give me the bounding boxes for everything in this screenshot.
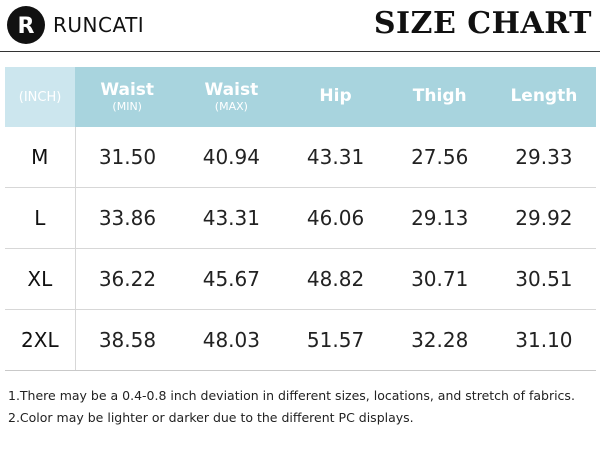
table-cell: 45.67 [179,248,284,310]
table-cell: 46.06 [283,187,388,249]
table-cell: 43.31 [179,187,284,249]
size-chart-table-wrapper: (INCH) Waist (MIN) Waist (MAX) Hip Thigh [5,67,596,371]
table-row: L 33.86 43.31 46.06 29.13 29.92 [5,187,596,249]
table-cell: 48.82 [283,248,388,310]
column-header-label: Thigh [412,86,467,106]
column-header: Thigh [387,67,492,127]
table-cell: 40.94 [179,127,284,188]
notes: 1.There may be a 0.4-0.8 inch deviation … [8,385,598,429]
column-header-label: Waist [204,80,259,100]
column-header-sub: (MAX) [214,100,248,113]
size-label: L [5,187,76,249]
table-row: XL 36.22 45.67 48.82 30.71 30.51 [5,248,596,310]
table-cell: 31.50 [75,127,180,188]
brand-name: RUNCATI [53,13,145,37]
column-header: Length [491,67,596,127]
table-cell: 29.92 [491,187,596,249]
unit-header: (INCH) [5,67,76,127]
size-chart-table: (INCH) Waist (MIN) Waist (MAX) Hip Thigh [5,67,596,371]
table-cell: 32.28 [387,309,492,371]
table-header-row: (INCH) Waist (MIN) Waist (MAX) Hip Thigh [5,67,596,127]
size-label: 2XL [5,309,76,371]
column-header-sub: (MIN) [112,100,142,113]
table-row: 2XL 38.58 48.03 51.57 32.28 31.10 [5,309,596,371]
table-cell: 43.31 [283,127,388,188]
brand-logo: R RUNCATI [7,6,144,44]
size-label: M [5,127,76,188]
note-item: 2.Color may be lighter or darker due to … [8,410,414,425]
column-header-label: Hip [319,86,352,106]
table-cell: 29.33 [491,127,596,188]
table-cell: 30.51 [491,248,596,310]
page-header: R RUNCATI SIZE CHART [0,0,600,52]
logo-letter: R [18,14,35,39]
size-label: XL [5,248,76,310]
column-header-label: Length [510,86,578,106]
column-header: Hip [283,67,388,127]
table-cell: 38.58 [75,309,180,371]
table-row: M 31.50 40.94 43.31 27.56 29.33 [5,127,596,188]
table-cell: 33.86 [75,187,180,249]
runcati-logo-icon: R [7,6,45,44]
note-item: 1.There may be a 0.4-0.8 inch deviation … [8,388,575,403]
table-cell: 27.56 [387,127,492,188]
column-header: Waist (MAX) [179,67,284,127]
column-header-label: Waist [100,80,155,100]
table-cell: 48.03 [179,309,284,371]
column-header: Waist (MIN) [75,67,180,127]
table-cell: 31.10 [491,309,596,371]
table-cell: 36.22 [75,248,180,310]
page-title: SIZE CHART [373,6,592,41]
table-cell: 51.57 [283,309,388,371]
table-cell: 30.71 [387,248,492,310]
table-cell: 29.13 [387,187,492,249]
header-divider [0,51,600,52]
